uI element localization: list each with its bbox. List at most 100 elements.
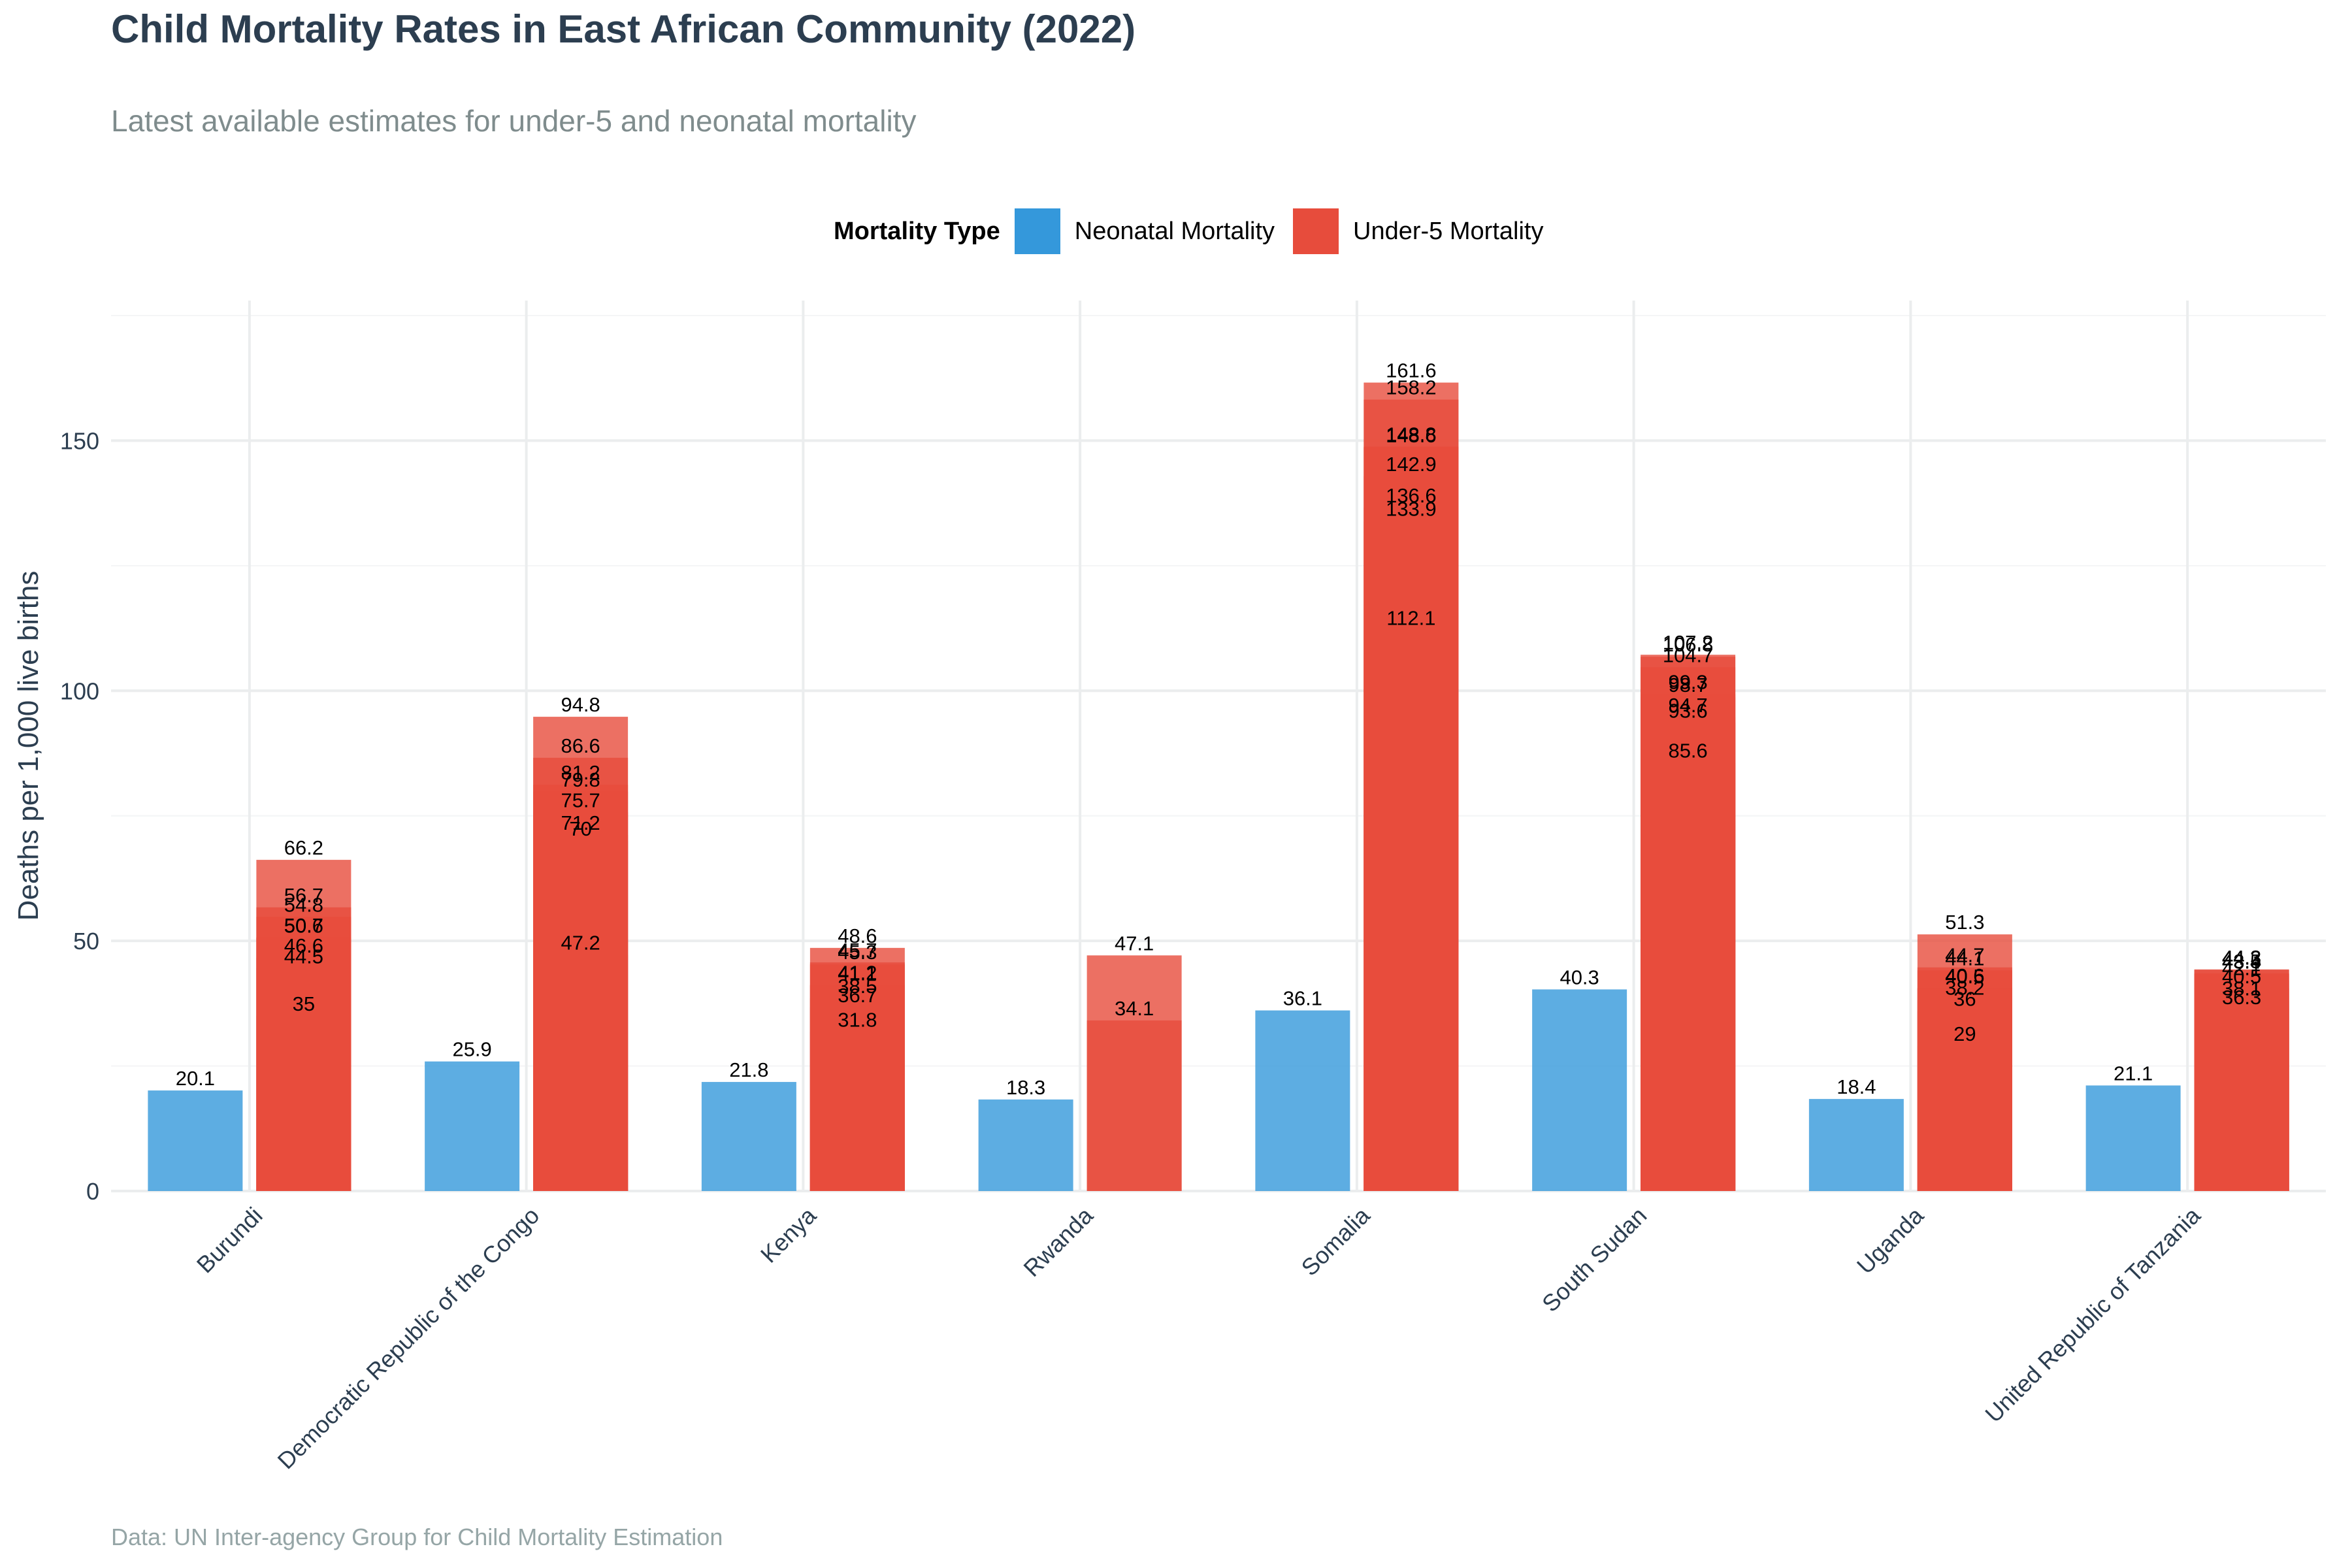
data-label: 51.3 bbox=[1945, 911, 1984, 934]
chart-caption: Data: UN Inter-agency Group for Child Mo… bbox=[111, 1524, 723, 1550]
under5-bar bbox=[1364, 630, 1459, 1191]
data-label: 148.8 bbox=[1386, 423, 1437, 446]
x-tick-label: Rwanda bbox=[1018, 1201, 1098, 1282]
data-label: 42.1 bbox=[2222, 957, 2261, 980]
data-label: 41.1 bbox=[838, 962, 877, 985]
y-axis-label: Deaths per 1,000 live births bbox=[12, 571, 44, 921]
y-tick-label: 50 bbox=[73, 928, 99, 955]
x-tick-label: Democratic Republic of the Congo bbox=[272, 1202, 545, 1475]
data-label: 44.1 bbox=[1945, 947, 1984, 970]
data-label: 45.7 bbox=[838, 939, 877, 962]
neonatal-bar bbox=[1808, 1099, 1904, 1191]
data-label: 36 bbox=[1953, 987, 1976, 1010]
data-label: 40.5 bbox=[2222, 965, 2261, 988]
neonatal-bar bbox=[425, 1061, 520, 1191]
data-label: 94.7 bbox=[1668, 694, 1707, 717]
data-label: 70 bbox=[569, 817, 591, 840]
data-label: 40.5 bbox=[1945, 965, 1984, 988]
y-tick-label: 0 bbox=[86, 1178, 99, 1205]
data-label: 36.1 bbox=[1283, 987, 1322, 1010]
under5-bar bbox=[1086, 1020, 1182, 1191]
data-label: 38.2 bbox=[1945, 976, 1984, 999]
under5-bar bbox=[533, 955, 629, 1191]
data-label: 50.6 bbox=[284, 915, 323, 938]
data-label: 35 bbox=[293, 992, 315, 1015]
data-label: 98.7 bbox=[1668, 674, 1707, 696]
data-label: 44.3 bbox=[2222, 946, 2261, 969]
data-label: 43.4 bbox=[2222, 951, 2261, 973]
data-label: 31.8 bbox=[838, 1008, 877, 1031]
data-labels: 20.1 25.9 21.8 18.3 36.1 40.3 18.4 21.1 66.2 56.7… bbox=[176, 359, 2262, 1099]
x-tick-label: South Sudan bbox=[1537, 1202, 1652, 1317]
data-label: 133.9 bbox=[1386, 498, 1437, 521]
data-label: 71.2 bbox=[561, 811, 600, 834]
data-label: 41.2 bbox=[838, 962, 877, 985]
x-tick-label: Kenya bbox=[755, 1201, 822, 1268]
x-tick-label: Uganda bbox=[1852, 1201, 1929, 1279]
data-label: 93.6 bbox=[1668, 699, 1707, 722]
neonatal-bar bbox=[2085, 1085, 2181, 1191]
data-label: 46.6 bbox=[284, 934, 323, 957]
data-label: 79.8 bbox=[561, 768, 600, 791]
data-label: 21.1 bbox=[2114, 1062, 2153, 1085]
data-label: 106.8 bbox=[1663, 633, 1714, 656]
neonatal-bar bbox=[1532, 989, 1627, 1191]
data-label: 40.3 bbox=[1560, 966, 1599, 988]
data-label: 85.6 bbox=[1668, 740, 1707, 762]
data-label: 47.2 bbox=[561, 932, 600, 955]
under5-bar bbox=[2194, 1009, 2289, 1191]
data-label: 18.3 bbox=[1006, 1076, 1045, 1099]
data-label: 158.2 bbox=[1386, 376, 1437, 399]
legend-label-under5: Under-5 Mortality bbox=[1353, 217, 1544, 245]
data-label: 148.6 bbox=[1386, 424, 1437, 447]
data-label: 161.6 bbox=[1386, 359, 1437, 382]
x-tick-label: Somalia bbox=[1296, 1201, 1376, 1281]
data-label: 94.8 bbox=[561, 693, 600, 716]
neonatal-bar bbox=[978, 1099, 1073, 1191]
data-label: 18.4 bbox=[1837, 1075, 1876, 1098]
data-label: 107.2 bbox=[1663, 631, 1714, 654]
data-label: 86.6 bbox=[561, 734, 600, 757]
data-label: 40.6 bbox=[1945, 964, 1984, 987]
data-label: 66.2 bbox=[284, 836, 323, 859]
data-label: 136.6 bbox=[1386, 484, 1437, 507]
data-label: 48.6 bbox=[838, 924, 877, 947]
data-label: 44.2 bbox=[2222, 947, 2261, 970]
data-label: 21.8 bbox=[729, 1058, 768, 1081]
data-label: 44.7 bbox=[1945, 944, 1984, 967]
data-label: 20.1 bbox=[176, 1067, 215, 1090]
data-label: 36.3 bbox=[2222, 986, 2261, 1009]
data-label: 36.7 bbox=[838, 984, 877, 1007]
under5-bar bbox=[256, 1015, 351, 1191]
legend-label-neonatal: Neonatal Mortality bbox=[1074, 217, 1275, 245]
under5-bar bbox=[1917, 1045, 2012, 1191]
y-tick-label: 150 bbox=[60, 427, 99, 454]
bars bbox=[148, 382, 2289, 1192]
data-label: 99.3 bbox=[1668, 671, 1707, 694]
legend-key-neonatal bbox=[1014, 208, 1060, 254]
data-label: 44.5 bbox=[284, 945, 323, 968]
x-tick-label: Burundi bbox=[191, 1202, 268, 1279]
data-label: 38.5 bbox=[838, 975, 877, 998]
x-tick-label: United Republic of Tanzania bbox=[1980, 1201, 2206, 1428]
legend: Mortality Type Neonatal Mortality Under-… bbox=[834, 208, 1561, 255]
neonatal-bar bbox=[1255, 1010, 1350, 1191]
chart-title: Child Mortality Rates in East African Co… bbox=[111, 7, 1136, 51]
y-tick-label: 100 bbox=[60, 678, 99, 704]
data-label: 54.8 bbox=[284, 893, 323, 916]
data-label: 38.1 bbox=[2222, 977, 2261, 1000]
data-label: 29 bbox=[1953, 1022, 1976, 1045]
data-label: 25.9 bbox=[452, 1038, 491, 1061]
legend-key-under5 bbox=[1293, 208, 1339, 254]
data-label: 56.7 bbox=[284, 884, 323, 907]
data-label: 75.7 bbox=[561, 789, 600, 811]
legend-title: Mortality Type bbox=[834, 217, 1000, 245]
under5-bar bbox=[809, 1032, 905, 1191]
under5-bar bbox=[1641, 762, 1736, 1191]
neonatal-bar bbox=[148, 1090, 243, 1191]
data-label: 43.5 bbox=[2222, 950, 2261, 973]
data-label: 142.9 bbox=[1386, 453, 1437, 476]
data-label: 47.1 bbox=[1115, 932, 1154, 955]
chart-subtitle: Latest available estimates for under-5 a… bbox=[111, 104, 917, 138]
